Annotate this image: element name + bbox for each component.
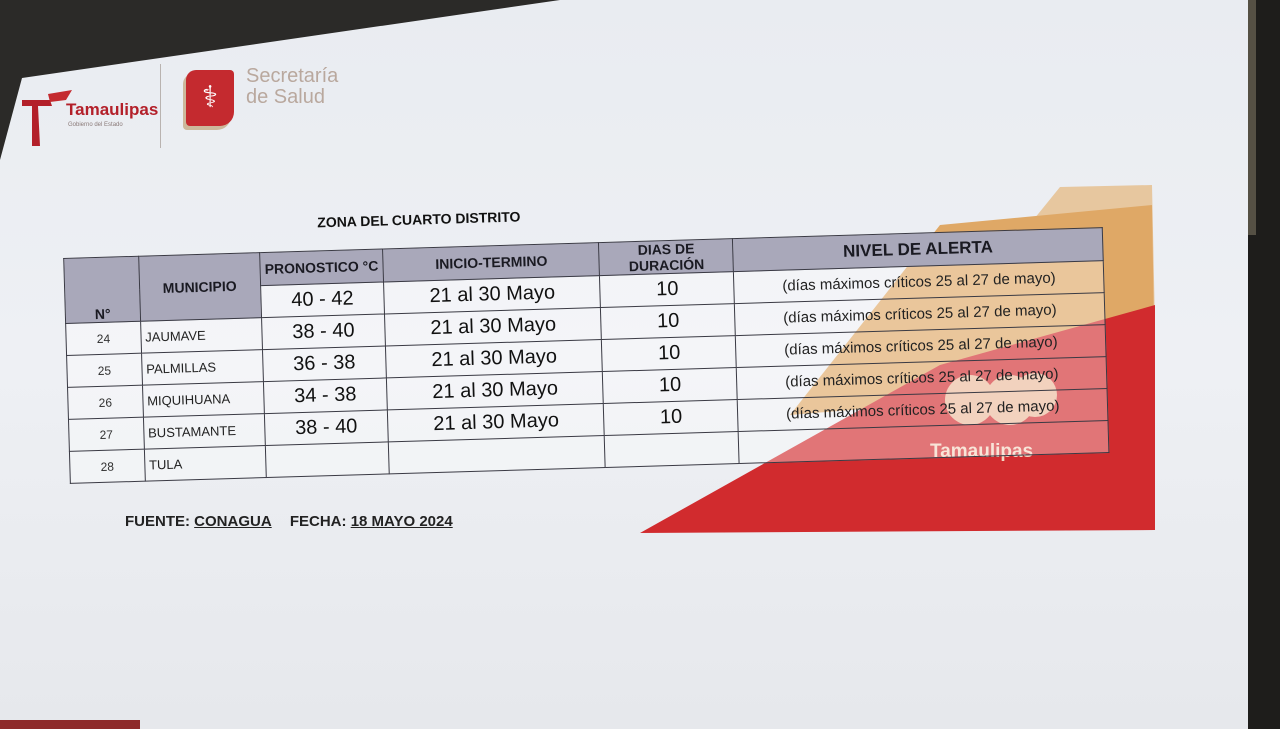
- logo-secretaria-salud: Secretaría de Salud: [246, 66, 338, 108]
- cell-n: 24: [65, 321, 142, 356]
- cell-municipio: TULA: [144, 445, 266, 482]
- cell-n: 25: [66, 353, 143, 388]
- cell-n: 27: [68, 417, 145, 452]
- date-value: 18 MAYO 2024: [350, 513, 453, 530]
- cell-pronostico: [264, 441, 390, 478]
- source-value: CONAGUA: [194, 513, 272, 530]
- logo-salud-line2: de Salud: [246, 86, 325, 108]
- cell-municipio: MIQUIHUANA: [142, 381, 264, 418]
- cell-inicio: [388, 435, 606, 474]
- decorative-background-shape: Tamaulipas: [640, 185, 1155, 533]
- header-logos: Tamaulipas Gobierno del Estado ⚕ Secreta…: [20, 62, 360, 152]
- date-label: FECHA:: [289, 513, 347, 530]
- col-n: N°: [63, 256, 141, 324]
- cell-n: 26: [67, 385, 144, 420]
- source-line: FUENTE: CONAGUA FECHA: 18 MAYO 2024: [125, 513, 467, 530]
- logo-divider: [160, 64, 161, 148]
- cell-dias: 10: [599, 271, 735, 308]
- tamaulipas-logo-icon: [22, 90, 72, 146]
- col-dias: DIAS DE DURACIÓN: [598, 238, 734, 276]
- heat-alert-table: N° MUNICIPIO PRONOSTICO °C INICIO-TERMIN…: [63, 227, 1109, 484]
- watermark-200: [945, 373, 1057, 425]
- cell-pronostico: 38 - 40: [263, 409, 389, 446]
- logo-tamaulipas-subtitle: Gobierno del Estado: [68, 122, 123, 128]
- cell-dias: 10: [603, 399, 739, 436]
- cell-pronostico: 40 - 42: [260, 281, 385, 318]
- col-pronostico: PRONOSTICO °C: [259, 248, 384, 286]
- source-label: FUENTE:: [125, 513, 190, 530]
- watermark-name: Tamaulipas: [930, 441, 1033, 462]
- cell-dias: 10: [602, 367, 738, 404]
- caduceus-icon: ⚕: [186, 70, 234, 126]
- cell-dias: 10: [600, 303, 736, 340]
- cell-pronostico: 38 - 40: [261, 313, 386, 350]
- logo-salud-line1: Secretaría: [246, 65, 339, 87]
- cell-pronostico: 36 - 38: [261, 345, 387, 382]
- cell-pronostico: 34 - 38: [262, 377, 388, 414]
- col-municipio: MUNICIPIO: [138, 252, 262, 322]
- bottom-edge-stripe: [0, 720, 140, 729]
- wall-edge: [1248, 0, 1280, 729]
- cell-n: 28: [69, 449, 146, 484]
- cell-municipio: JAUMAVE: [140, 317, 262, 354]
- cell-municipio: BUSTAMANTE: [143, 413, 265, 450]
- cell-dias: [604, 431, 740, 468]
- logo-tamaulipas-name: Tamaulipas: [66, 100, 159, 119]
- cell-dias: 10: [601, 335, 737, 372]
- cell-municipio: PALMILLAS: [141, 349, 263, 386]
